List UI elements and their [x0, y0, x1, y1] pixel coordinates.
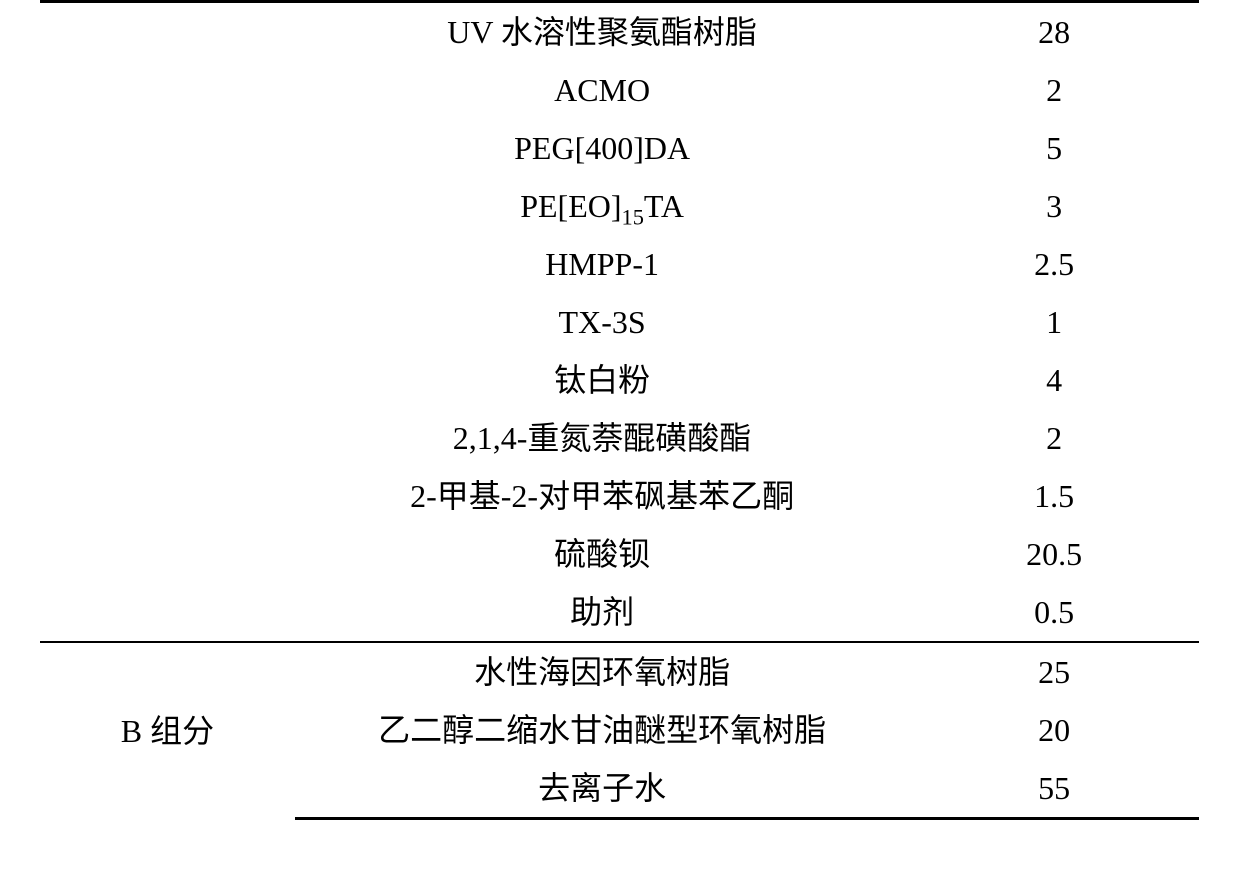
cell-value: 28 [909, 2, 1199, 62]
cell-value: 20.5 [909, 525, 1199, 583]
cell-name: ACMO [295, 61, 909, 119]
cell-value: 55 [909, 759, 1199, 819]
table-row: 助剂 0.5 [40, 583, 1199, 642]
cell-group [40, 467, 295, 525]
table-row: UV 水溶性聚氨酯树脂 28 [40, 2, 1199, 62]
cell-value: 1 [909, 293, 1199, 351]
cell-name: 2-甲基-2-对甲苯砜基苯乙酮 [295, 467, 909, 525]
table-row: 2,1,4-重氮萘醌磺酸酯 2 [40, 409, 1199, 467]
cell-value: 3 [909, 177, 1199, 235]
cell-group [40, 293, 295, 351]
page-root: UV 水溶性聚氨酯树脂 28 ACMO 2 PEG[400]DA 5 PE[EO… [0, 0, 1239, 885]
cell-name: 去离子水 [295, 759, 909, 819]
cell-name: 硫酸钡 [295, 525, 909, 583]
cell-value: 5 [909, 119, 1199, 177]
cell-value: 2 [909, 409, 1199, 467]
cell-group [40, 2, 295, 62]
cell-value: 20 [909, 701, 1199, 759]
cell-value: 4 [909, 351, 1199, 409]
cell-name: PE[EO]15TA [295, 177, 909, 235]
table-row: ACMO 2 [40, 61, 1199, 119]
table-row: TX-3S 1 [40, 293, 1199, 351]
cell-group [40, 119, 295, 177]
cell-group [40, 583, 295, 642]
table-row: 硫酸钡 20.5 [40, 525, 1199, 583]
cell-group [40, 351, 295, 409]
cell-value: 2 [909, 61, 1199, 119]
cell-group [40, 235, 295, 293]
table-row: PEG[400]DA 5 [40, 119, 1199, 177]
cell-name: PEG[400]DA [295, 119, 909, 177]
table-row: B 组分 水性海因环氧树脂 25 [40, 642, 1199, 701]
cell-name: UV 水溶性聚氨酯树脂 [295, 2, 909, 62]
group-b-label: B 组分 [40, 642, 295, 819]
cell-group [40, 409, 295, 467]
cell-name: 水性海因环氧树脂 [295, 642, 909, 701]
cell-name: HMPP-1 [295, 235, 909, 293]
cell-value: 25 [909, 642, 1199, 701]
cell-group [40, 177, 295, 235]
cell-group [40, 525, 295, 583]
cell-name: 2,1,4-重氮萘醌磺酸酯 [295, 409, 909, 467]
composition-table: UV 水溶性聚氨酯树脂 28 ACMO 2 PEG[400]DA 5 PE[EO… [40, 0, 1199, 820]
table-row: 2-甲基-2-对甲苯砜基苯乙酮 1.5 [40, 467, 1199, 525]
cell-name: 助剂 [295, 583, 909, 642]
table-row: PE[EO]15TA 3 [40, 177, 1199, 235]
table-row: 钛白粉 4 [40, 351, 1199, 409]
cell-value: 2.5 [909, 235, 1199, 293]
cell-name: 钛白粉 [295, 351, 909, 409]
table-row: HMPP-1 2.5 [40, 235, 1199, 293]
cell-name: 乙二醇二缩水甘油醚型环氧树脂 [295, 701, 909, 759]
cell-name: TX-3S [295, 293, 909, 351]
cell-value: 0.5 [909, 583, 1199, 642]
cell-value: 1.5 [909, 467, 1199, 525]
cell-group [40, 61, 295, 119]
